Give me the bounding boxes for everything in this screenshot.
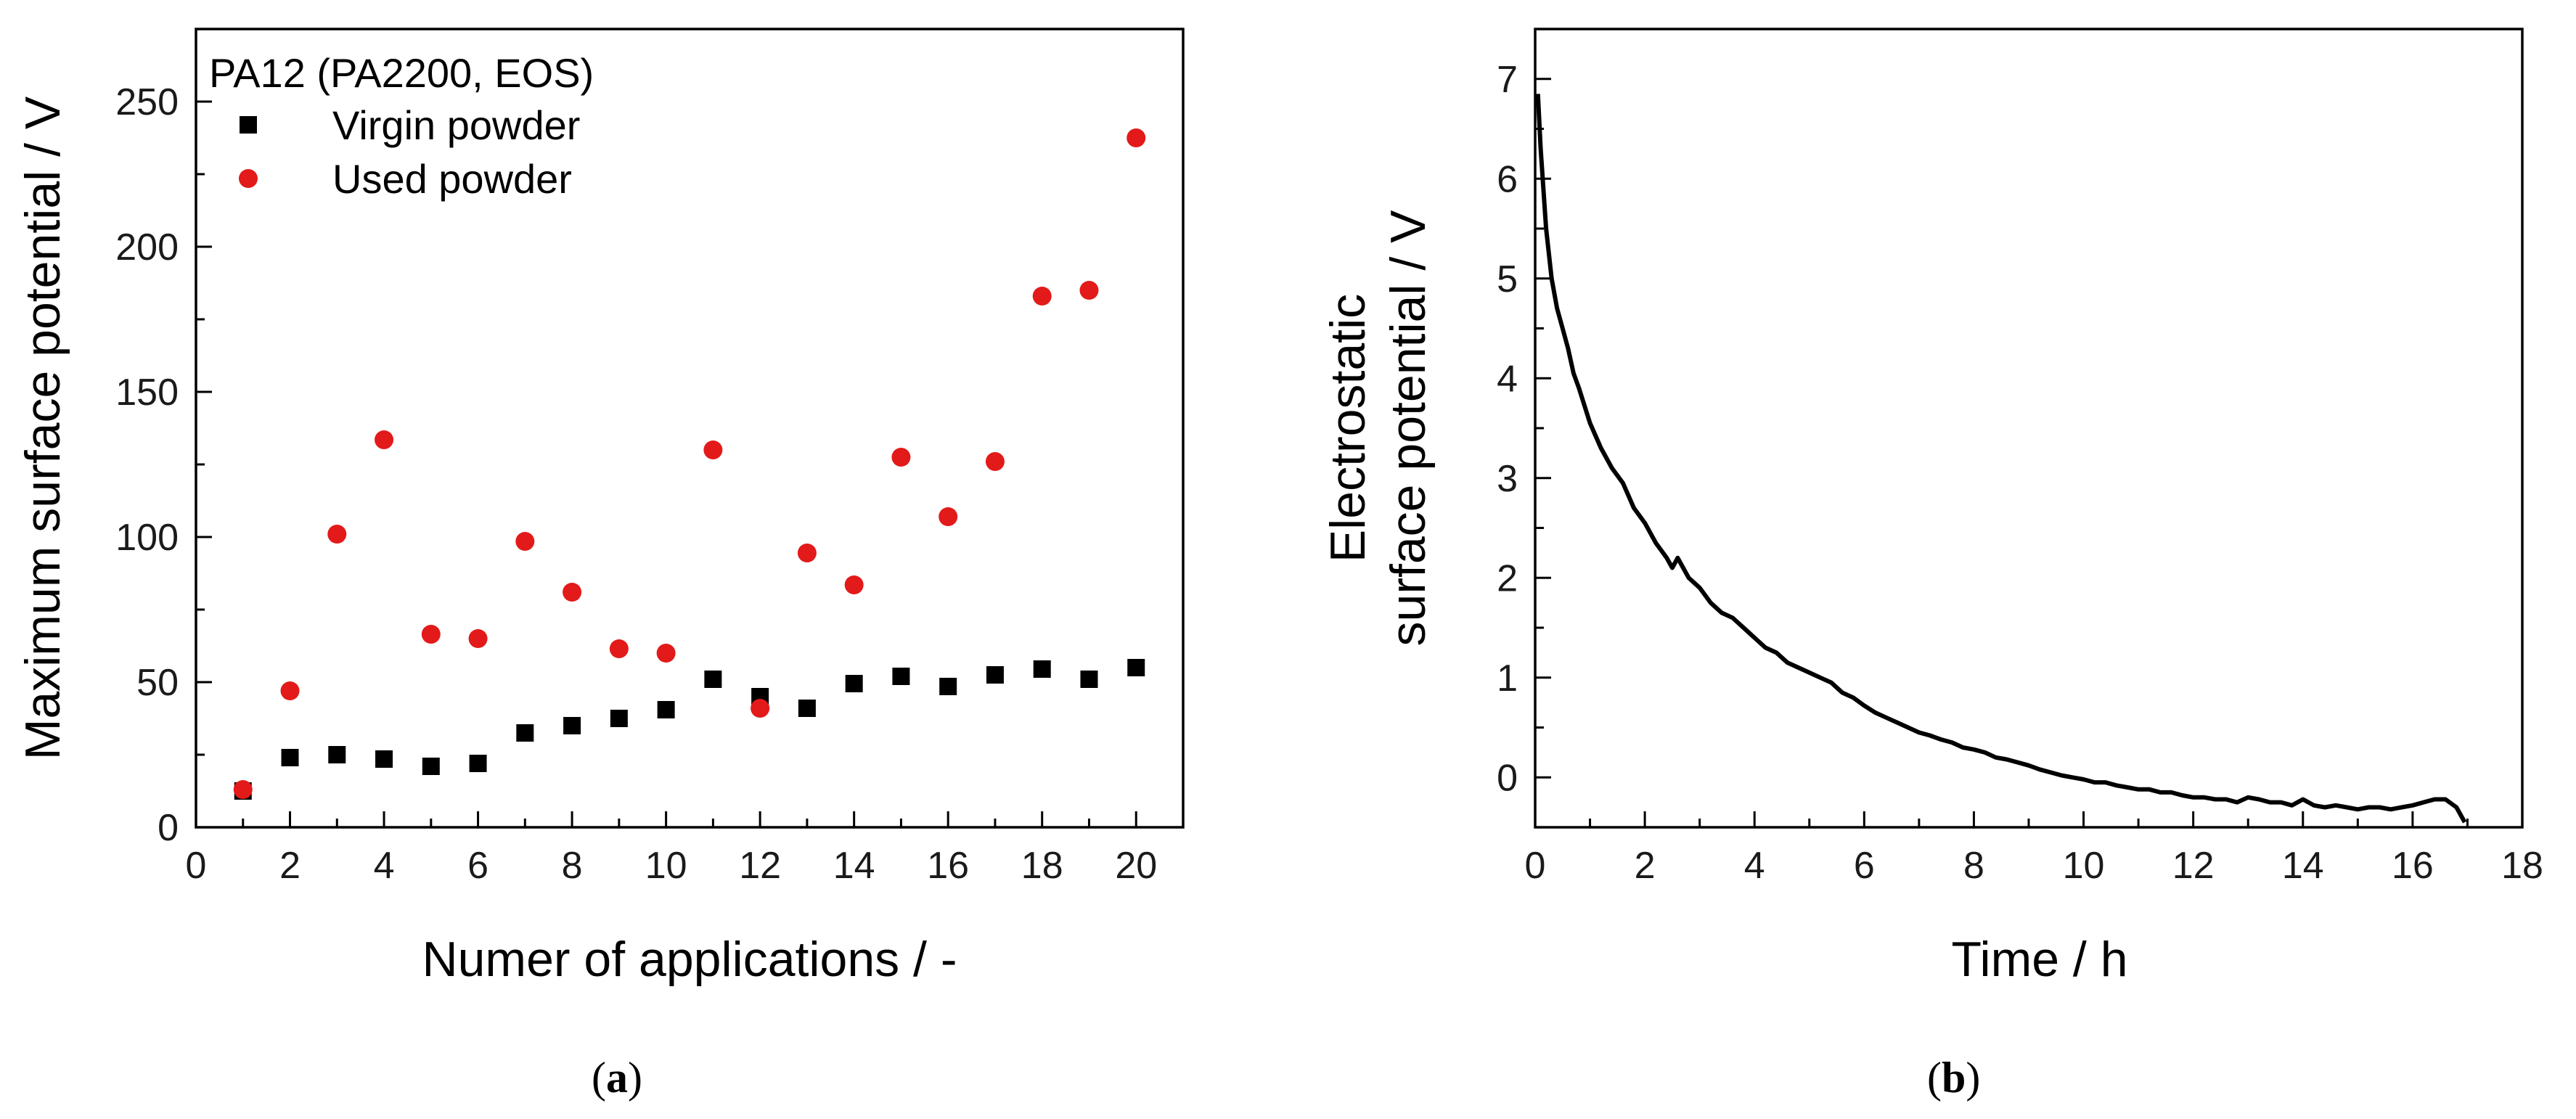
used-powder-point [375,430,394,449]
chart-b-ytick-label: 6 [1497,158,1518,200]
virgin-powder-point [704,671,722,688]
chart-b-xtick-label: 16 [2392,845,2434,887]
chart-a-ytick-label: 100 [115,517,179,559]
chart-b-series-line [1535,94,2467,824]
chart-b-ytick-label: 4 [1497,358,1518,400]
used-powder-point [656,644,676,663]
chart-b-ytick-label: 3 [1497,458,1518,500]
chart-b-xtick-label: 14 [2282,845,2324,887]
virgin-powder-point [798,700,816,717]
legend-label-used: Used powder [332,156,572,202]
legend-marker-virgin [240,116,257,134]
chart-a-ytick-label: 50 [136,662,179,704]
chart-b-xtick-label: 8 [1963,845,1984,887]
virgin-powder-point [610,710,628,727]
chart-a-xtick-label: 0 [186,845,207,887]
used-powder-point [1079,281,1099,300]
used-powder-point [1032,287,1052,306]
virgin-powder-point [845,675,863,692]
chart-b-ytick-label: 7 [1497,59,1518,101]
used-powder-point [515,532,535,551]
used-powder-point [751,699,770,718]
chart-a-xtick-label: 4 [374,845,395,887]
chart-b-ytick-label: 0 [1497,757,1518,799]
used-powder-point [280,681,300,700]
virgin-powder-point [892,668,910,685]
chart-b-xtick-label: 4 [1744,845,1765,887]
chart-b-ytick-label: 1 [1497,657,1518,700]
virgin-powder-point [563,717,581,734]
chart-a-plot-frame [195,28,1185,829]
used-powder-point [939,507,958,526]
used-powder-point [844,575,864,594]
chart-a-ytick-label: 0 [158,807,179,849]
used-powder-point [1127,128,1146,147]
virgin-powder-point [1127,659,1145,676]
chart-a-xlabel: Numer of applications / - [422,932,957,987]
chart-a-ytick-label: 200 [115,226,179,269]
chart-a-xtick-label: 12 [739,845,781,887]
chart-a-points [233,128,1146,800]
chart-a-xtick-label: 10 [645,845,687,887]
chart-b-xtick-label: 12 [2172,845,2215,887]
chart-b-plot-frame [1534,28,2524,829]
used-powder-point [609,639,629,658]
legend-title: PA12 (PA2200, EOS) [209,50,594,96]
chart-a-xtick-label: 2 [279,845,300,887]
chart-a-xtick-label: 20 [1115,845,1157,887]
used-powder-point [327,525,347,544]
used-powder-point [797,544,817,562]
chart-b-xtick-label: 18 [2501,845,2543,887]
used-powder-point [703,440,723,459]
virgin-powder-point [986,666,1004,684]
chart-b-ylabel-line-2: surface potential / V [1381,210,1436,647]
virgin-powder-point [657,701,675,718]
virgin-powder-point [281,749,299,766]
chart-a-xtick-label: 18 [1021,845,1063,887]
chart-a-xtick-label: 6 [467,845,488,887]
chart-a-xtick-label: 16 [927,845,969,887]
used-powder-point [233,780,253,799]
virgin-powder-point [328,746,346,763]
virgin-powder-point [1080,671,1098,688]
virgin-powder-point [469,755,487,772]
chart-a-xtick-label: 14 [833,845,875,887]
chart-b-xtick-label: 10 [2063,845,2105,887]
chart-b-xtick-label: 6 [1854,845,1875,887]
used-powder-point [891,448,911,467]
chart-b-caption: (b) [1927,1054,1980,1102]
chart-b-xtick-label: 0 [1525,845,1546,887]
chart-a-ytick-label: 250 [115,81,179,123]
used-powder-point [421,625,441,644]
chart-b-ylabel-line-1: Electrostatic [1320,294,1375,562]
chart-a-caption: (a) [592,1054,642,1102]
legend-label-virgin: Virgin powder [332,102,580,148]
virgin-powder-point [1033,660,1051,678]
chart-a-ytick-label: 150 [115,372,179,414]
chart-a-legend: PA12 (PA2200, EOS) Virgin powder Used po… [209,50,594,202]
virgin-powder-point [375,750,393,768]
chart-a-ylabel: Maximum surface potential / V [15,96,70,760]
chart-b-ytick-label: 5 [1497,258,1518,300]
chart-b-ytick-label: 2 [1497,557,1518,599]
chart-b-xlabel: Time / h [1951,932,2127,987]
virgin-powder-point [516,724,534,742]
legend-marker-used [239,169,258,188]
used-powder-point [563,583,582,602]
virgin-powder-point [939,678,957,695]
chart-b-xtick-label: 2 [1635,845,1656,887]
virgin-powder-point [422,758,440,775]
used-powder-point [468,629,488,648]
chart-a-xtick-label: 8 [562,845,583,887]
used-powder-point [985,452,1005,471]
